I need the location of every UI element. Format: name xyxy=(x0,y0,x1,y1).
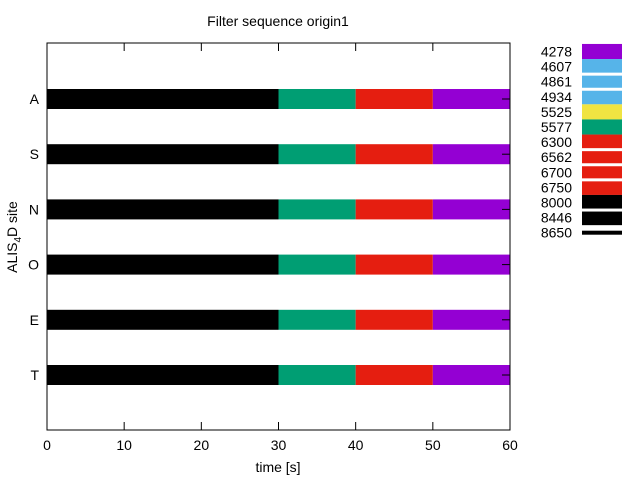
y-tick-label: E xyxy=(30,312,39,328)
legend-separator xyxy=(582,178,622,182)
bar-segment-A-3 xyxy=(432,89,510,109)
legend-band xyxy=(582,194,622,211)
legend-separator xyxy=(582,163,622,167)
legend-label: 5577 xyxy=(541,119,572,135)
bar-segment-E-0 xyxy=(47,309,279,330)
legend-band xyxy=(582,104,622,120)
legend-label: 8650 xyxy=(541,225,572,241)
bar-segment-S-3 xyxy=(432,144,510,165)
x-tick-label: 0 xyxy=(43,437,51,453)
legend-band xyxy=(582,134,622,150)
legend-band xyxy=(582,89,622,105)
y-tick-label: O xyxy=(28,257,39,273)
bar-segment-A-0 xyxy=(47,89,279,109)
legend-band xyxy=(582,210,622,226)
bar-segment-S-0 xyxy=(47,144,279,165)
legend-band xyxy=(582,179,622,195)
bar-segment-T-2 xyxy=(355,365,433,385)
x-tick-label: 10 xyxy=(116,437,132,453)
y-tick-label: T xyxy=(30,367,39,383)
x-tick-label: 60 xyxy=(502,437,518,453)
legend-label: 4861 xyxy=(541,74,572,90)
bar-segment-N-0 xyxy=(47,199,279,220)
legend-band xyxy=(582,59,622,75)
legend-separator xyxy=(582,87,622,91)
bar-segment-T-0 xyxy=(47,365,279,385)
legend-label: 4934 xyxy=(541,89,572,105)
legend-label: 4278 xyxy=(541,44,572,60)
legend-label: 6750 xyxy=(541,179,572,195)
bar-segment-N-3 xyxy=(432,199,510,220)
x-axis-label: time [s] xyxy=(255,459,300,475)
bar-segment-S-2 xyxy=(355,144,433,165)
bar-segment-T-1 xyxy=(278,365,356,385)
bar-segment-O-0 xyxy=(47,254,279,275)
legend-band xyxy=(582,119,622,135)
legend-separator xyxy=(582,72,622,76)
x-tick-label: 30 xyxy=(271,437,287,453)
bar-segment-O-2 xyxy=(355,254,433,275)
legend-label: 5525 xyxy=(541,104,572,120)
legend-band xyxy=(582,74,622,90)
legend-label: 4607 xyxy=(541,59,572,75)
bar-segment-E-3 xyxy=(432,309,510,330)
bar-segment-N-2 xyxy=(355,199,433,220)
bars-layer xyxy=(47,89,510,385)
legend-band-last xyxy=(582,230,622,235)
y-tick-label: N xyxy=(29,201,39,217)
bar-segment-N-1 xyxy=(278,199,356,220)
bar-segment-E-1 xyxy=(278,309,356,330)
legend-label: 8446 xyxy=(541,210,572,226)
legend-band xyxy=(582,164,622,180)
legend-label: 8000 xyxy=(541,195,572,211)
legend-separator xyxy=(582,208,622,212)
y-ticks: A S N O E T xyxy=(28,91,510,383)
legend-label: 6300 xyxy=(541,134,572,150)
y-tick-label: S xyxy=(30,146,39,162)
bar-segment-E-2 xyxy=(355,309,433,330)
bar-segment-O-3 xyxy=(432,254,510,275)
x-tick-label: 20 xyxy=(194,437,210,453)
legend-label: 6700 xyxy=(541,164,572,180)
legend-separator xyxy=(582,148,622,152)
x-tick-label: 40 xyxy=(348,437,364,453)
legend: 4278460748614934552555776300656267006750… xyxy=(541,44,622,241)
legend-label: 6562 xyxy=(541,149,572,165)
legend-band xyxy=(582,149,622,165)
x-tick-label: 50 xyxy=(425,437,441,453)
y-tick-label: A xyxy=(30,91,40,107)
x-ticks: 0 10 20 30 40 50 60 xyxy=(43,43,518,453)
bar-segment-S-1 xyxy=(278,144,356,165)
chart-title: Filter sequence origin1 xyxy=(207,13,349,29)
bar-segment-A-2 xyxy=(355,89,433,109)
bar-segment-T-3 xyxy=(432,365,510,385)
bar-segment-A-1 xyxy=(278,89,356,109)
legend-band xyxy=(582,43,622,60)
bar-segment-O-1 xyxy=(278,254,356,275)
y-axis-label: ALIS4D site xyxy=(4,201,24,273)
